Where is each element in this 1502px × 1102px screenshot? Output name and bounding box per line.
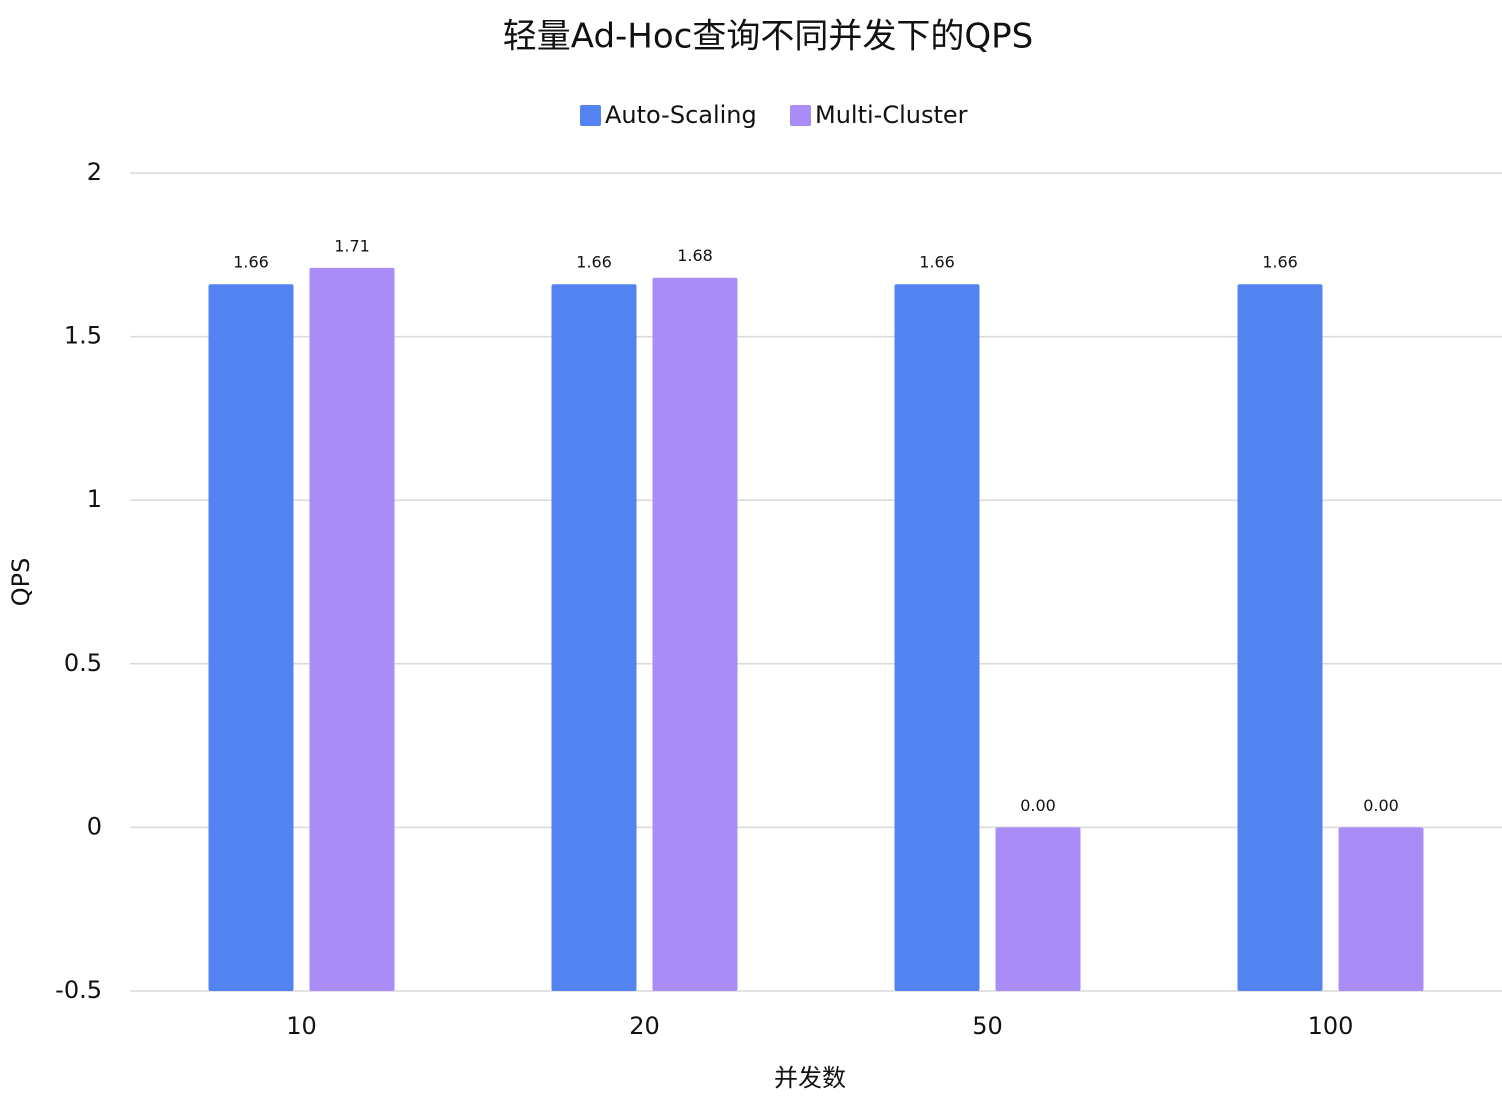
bar: [309, 267, 395, 991]
x-tick-label: 100: [1308, 1012, 1354, 1040]
x-axis-label: 并发数: [774, 1064, 846, 1092]
legend-swatch: [580, 105, 601, 126]
x-tick-label: 20: [629, 1012, 660, 1040]
value-label: 0.00: [1020, 796, 1056, 815]
bar: [551, 284, 637, 991]
value-label: 1.66: [233, 253, 269, 272]
chart-title: 轻量Ad-Hoc查询不同并发下的QPS: [503, 17, 1033, 57]
legend-swatch: [790, 105, 811, 126]
bar: [894, 284, 980, 991]
y-tick-label: 1: [87, 485, 102, 513]
bar: [995, 827, 1081, 991]
bar: [1237, 284, 1323, 991]
legend-label: Multi-Cluster: [815, 101, 968, 129]
bar: [1338, 827, 1424, 991]
bar: [652, 277, 738, 992]
y-axis-label: QPS: [7, 558, 35, 607]
y-tick-label: 1.5: [64, 322, 102, 350]
value-label: 1.71: [334, 236, 370, 255]
y-tick-label: 0.5: [64, 649, 102, 677]
y-tick-label: 2: [87, 158, 102, 186]
x-tick-label: 10: [286, 1012, 317, 1040]
bar: [208, 284, 294, 991]
value-label: 1.66: [576, 253, 612, 272]
value-label: 0.00: [1363, 796, 1399, 815]
legend-label: Auto-Scaling: [605, 101, 757, 129]
y-tick-label: -0.5: [55, 976, 102, 1004]
value-label: 1.66: [1262, 253, 1298, 272]
x-tick-label: 50: [972, 1012, 1003, 1040]
value-label: 1.66: [919, 253, 955, 272]
y-tick-label: 0: [87, 812, 102, 840]
value-label: 1.68: [677, 246, 713, 265]
